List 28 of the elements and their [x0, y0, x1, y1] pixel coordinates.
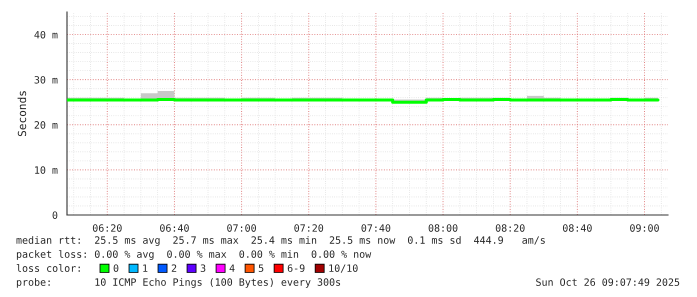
- legend-label: 5: [258, 264, 264, 272]
- y-tick-label: 30 m: [34, 76, 58, 84]
- x-tick-label: 08:40: [562, 224, 592, 232]
- legend-label: 3: [200, 264, 206, 272]
- x-tick-label: 07:20: [294, 224, 324, 232]
- x-tick-label: 06:20: [92, 224, 122, 232]
- legend-label: 6-9: [288, 264, 305, 272]
- text: median rtt: 25.5 ms avg 25.7 ms max 25.4 ms min 25.5 ms now 0.1 ms sd 444.9 am/s: [16, 236, 545, 246]
- text: probe: 10 ICMP Echo Pings (100 Bytes) every 300s: [16, 278, 340, 288]
- x-tick-label: 09:00: [630, 224, 659, 232]
- legend-label: 10/10: [329, 264, 358, 273]
- legend-label: 4: [230, 264, 235, 272]
- x-tick-label: 08:00: [428, 224, 458, 232]
- y-tick-label: 0: [52, 211, 58, 219]
- y-tick-label: 40 m: [34, 30, 58, 39]
- y-axis-title: Seconds: [18, 91, 26, 136]
- y-tick-label: 20 m: [34, 121, 58, 129]
- x-tick-label: 08:20: [496, 224, 525, 232]
- text: Sun Oct 26 09:07:49 2025: [536, 278, 680, 286]
- text: packet loss: 0.00 % avg 0.00 % max 0.00 % min 0.00 % now: [16, 250, 372, 260]
- x-tick-label: 07:00: [227, 224, 256, 232]
- legend-label: 1: [143, 264, 148, 272]
- x-tick-label: 06:40: [160, 224, 189, 232]
- legend-title: loss color:: [16, 264, 80, 272]
- legend-label: 2: [172, 264, 176, 272]
- legend-label: 0: [114, 264, 118, 272]
- y-tick-label: 10 m: [35, 166, 58, 174]
- x-tick-label: 07:40: [361, 224, 390, 232]
